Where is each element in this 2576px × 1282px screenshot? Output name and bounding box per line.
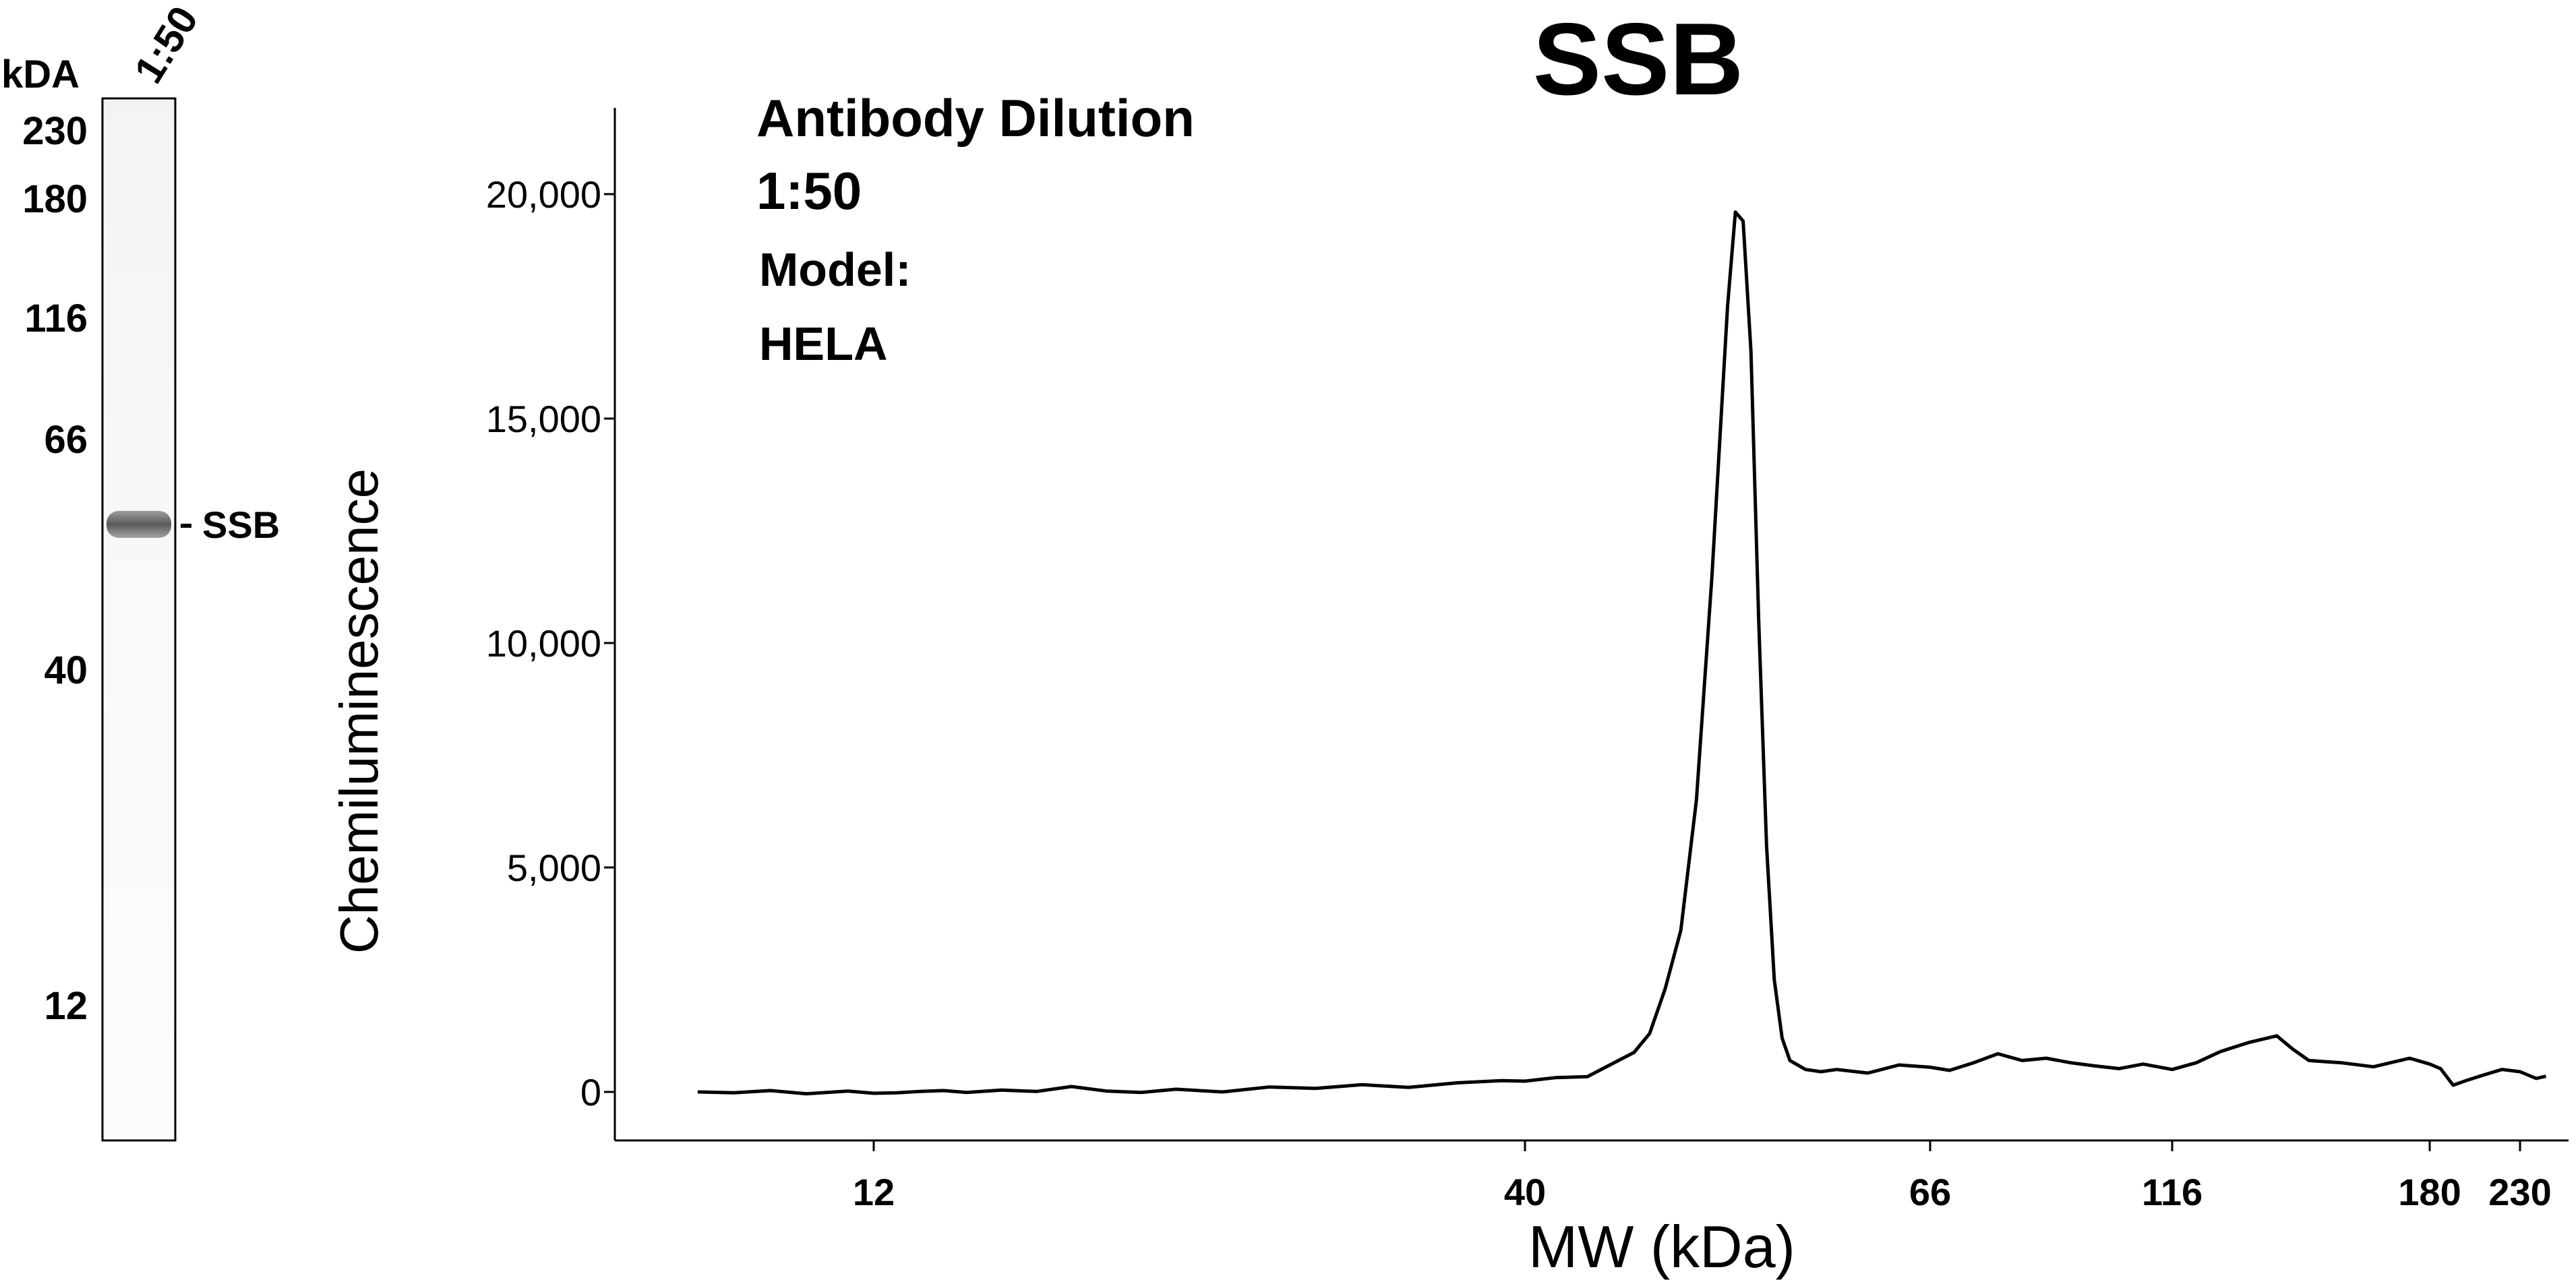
gel-band bbox=[107, 511, 171, 538]
y-tick-label: 0 bbox=[580, 1071, 601, 1113]
gel-marker-labels: 230 180 116 66 40 12 bbox=[22, 109, 88, 1028]
y-tick-label: 10,000 bbox=[486, 622, 601, 665]
chart: SSB Chemiluminescence MW (kDa) Antibody … bbox=[329, 2, 2569, 1280]
x-tick-label: 230 bbox=[2488, 1171, 2551, 1213]
gel-marker-label: 12 bbox=[44, 984, 88, 1028]
annotation-dilution-label: Antibody Dilution bbox=[756, 88, 1195, 148]
axes bbox=[613, 108, 2569, 1142]
annotation-model-label: Model: bbox=[759, 243, 911, 296]
series-line-0 bbox=[697, 210, 2546, 1096]
gel-marker-label: 40 bbox=[44, 648, 88, 692]
gel-marker-label: 116 bbox=[24, 297, 88, 340]
x-axis-ticks: 12 40 66 116 180 230 bbox=[853, 1140, 2552, 1213]
y-axis-ticks: 0 5,000 10,000 15,000 20,000 bbox=[486, 173, 615, 1113]
annotation-model-value: HELA bbox=[759, 317, 888, 370]
x-tick-label: 116 bbox=[2142, 1171, 2203, 1213]
gel-marker-label: 66 bbox=[44, 418, 88, 462]
x-tick-label: 40 bbox=[1504, 1171, 1546, 1213]
y-tick-label: 20,000 bbox=[486, 173, 601, 216]
annotation-dilution-value: 1:50 bbox=[756, 161, 862, 220]
y-tick-label: 15,000 bbox=[486, 398, 601, 440]
gel-lane bbox=[101, 97, 177, 1142]
x-tick-label: 66 bbox=[1909, 1171, 1951, 1213]
gel-marker-label: 180 bbox=[22, 177, 88, 221]
gel-panel: kDA 1:50 SSB 230 180 116 66 40 12 bbox=[1, 0, 280, 1142]
gel-marker-label: 230 bbox=[22, 109, 88, 153]
gel-lane-label: 1:50 bbox=[125, 0, 206, 91]
y-axis-title: Chemiluminescence bbox=[329, 468, 389, 954]
y-tick-label: 5,000 bbox=[507, 847, 601, 889]
chart-title: SSB bbox=[1533, 2, 1744, 117]
gel-unit-label: kDA bbox=[1, 53, 80, 96]
x-tick-label: 180 bbox=[2398, 1171, 2461, 1213]
plot-area bbox=[697, 210, 2546, 1096]
x-axis-title: MW (kDa) bbox=[1528, 1213, 1795, 1280]
gel-band-label: SSB bbox=[202, 503, 280, 546]
x-tick-label: 12 bbox=[853, 1171, 895, 1213]
